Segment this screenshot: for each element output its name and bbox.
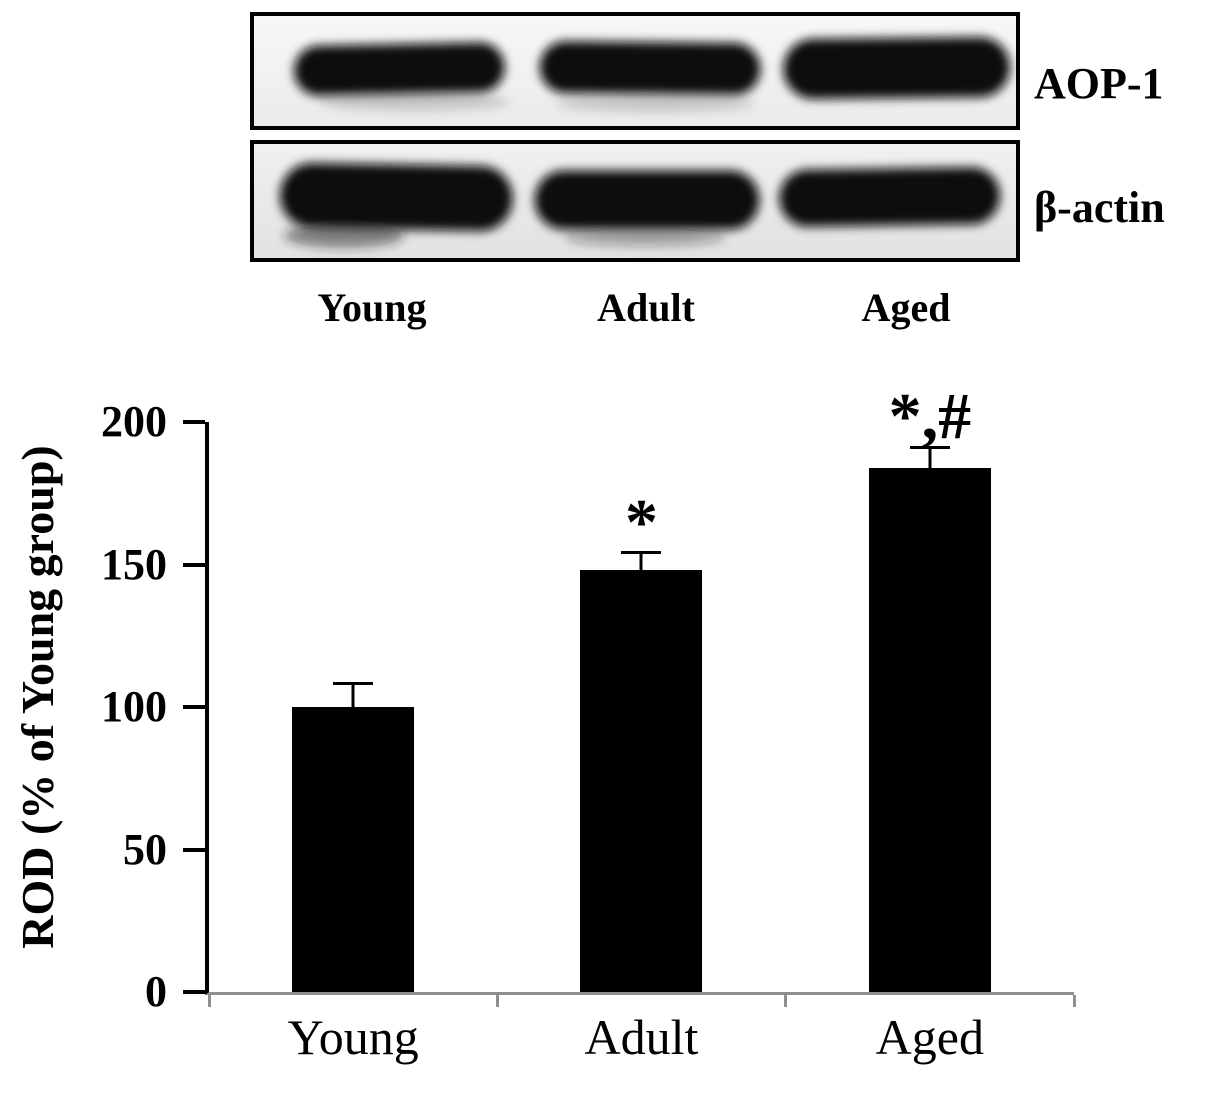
y-tick-label: 200 — [101, 397, 167, 446]
error-bar-young — [351, 684, 355, 707]
blot-box-aop1 — [250, 12, 1020, 130]
blot-band-bactin-young — [280, 162, 513, 231]
error-bar-aged — [928, 447, 932, 468]
error-bar-cap-young — [333, 682, 374, 686]
bar-group-young: Young — [209, 422, 497, 1062]
lane-label-adult: Adult — [597, 285, 695, 330]
blot-label-bactin: β-actin — [1034, 183, 1165, 232]
x-category-label-adult: Adult — [584, 1009, 699, 1065]
x-axis-tick — [207, 995, 211, 1007]
y-axis-tick — [183, 990, 205, 994]
bar-adult — [580, 570, 703, 992]
lane-label-aged: Aged — [861, 285, 951, 330]
blot-box-bactin — [250, 140, 1020, 262]
y-tick-label: 100 — [101, 682, 167, 731]
y-axis-tick — [183, 420, 205, 424]
blot-band-aop1-adult — [539, 41, 761, 95]
blot-band-bactin-aged — [779, 167, 1000, 227]
blot-band-bactin-adult — [534, 170, 760, 230]
error-bar-cap-aged — [909, 445, 950, 449]
y-tick-label: 0 — [145, 967, 167, 1016]
error-bar-adult — [639, 553, 643, 571]
bar-groups: Young * Adult *,# Aged — [209, 384, 1074, 1062]
error-bar-cap-adult — [621, 551, 662, 555]
blot-band-aop1-young — [294, 42, 505, 96]
x-axis-tick — [495, 995, 499, 1007]
bar-aged — [868, 467, 991, 992]
significance-annotation-adult: * — [624, 485, 658, 559]
blot-label-aop1: AOP-1 — [1034, 59, 1164, 108]
y-tick-label: 150 — [101, 539, 167, 589]
bar-group-aged: *,# Aged — [786, 384, 1074, 1062]
y-axis-tick — [183, 705, 205, 709]
bar-group-adult: * Adult — [497, 422, 785, 1062]
x-axis-tick — [784, 995, 788, 1007]
bar-young — [292, 707, 415, 992]
lane-label-young: Young — [317, 285, 427, 330]
y-tick-label: 50 — [123, 824, 167, 874]
y-axis-tick — [183, 847, 205, 852]
blot-bands-aop1 — [294, 37, 1010, 112]
blot-band-aop1-aged — [783, 37, 1010, 99]
blot-bands-bactin — [280, 162, 1000, 248]
x-category-label-aged: Aged — [875, 1009, 984, 1065]
bar-chart-plot-area: 0 50 100 150 200 Young * Adult *,# Aged — [101, 384, 1076, 1062]
y-axis-tick — [183, 562, 205, 567]
x-category-label-young: Young — [287, 1009, 419, 1065]
significance-annotation-aged: *,# — [888, 380, 972, 454]
x-axis-tick — [1072, 995, 1076, 1007]
